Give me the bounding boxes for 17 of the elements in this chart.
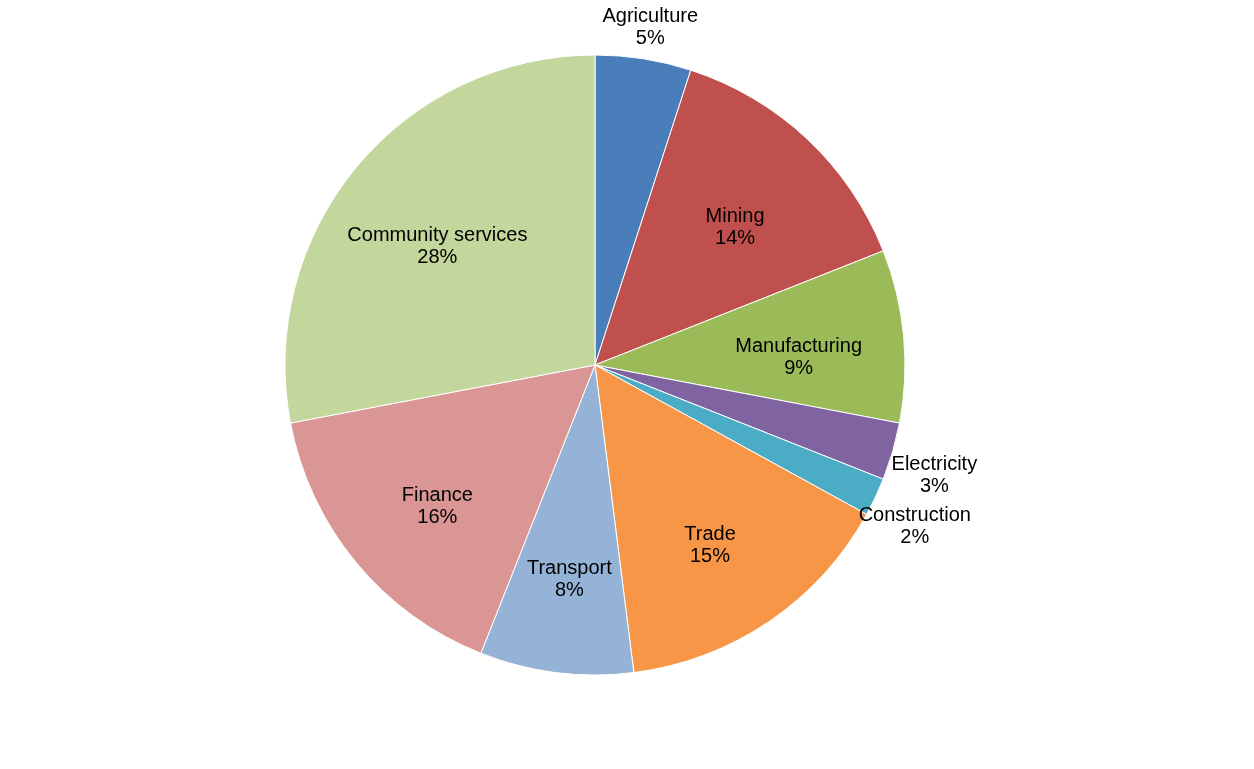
data-label: 9% [784, 355, 814, 378]
slice-label: Mining [705, 203, 765, 226]
slice-label: Trade [684, 522, 736, 545]
data-label: 5% [635, 25, 665, 48]
slice-label: Community services [347, 222, 528, 245]
data-label: 2% [900, 525, 930, 548]
data-label: 3% [919, 473, 950, 496]
slice-label: Agriculture [602, 3, 699, 26]
slice-label: Electricity [891, 451, 978, 474]
slice-label: Manufacturing [735, 333, 863, 356]
slice-label: Finance [401, 483, 473, 506]
data-label: 15% [689, 544, 731, 567]
data-label: 16% [417, 505, 458, 528]
slice-label: Transport [526, 555, 613, 578]
data-label: 28% [417, 244, 458, 267]
data-label: 8% [554, 577, 585, 600]
data-label: 14% [715, 225, 756, 248]
